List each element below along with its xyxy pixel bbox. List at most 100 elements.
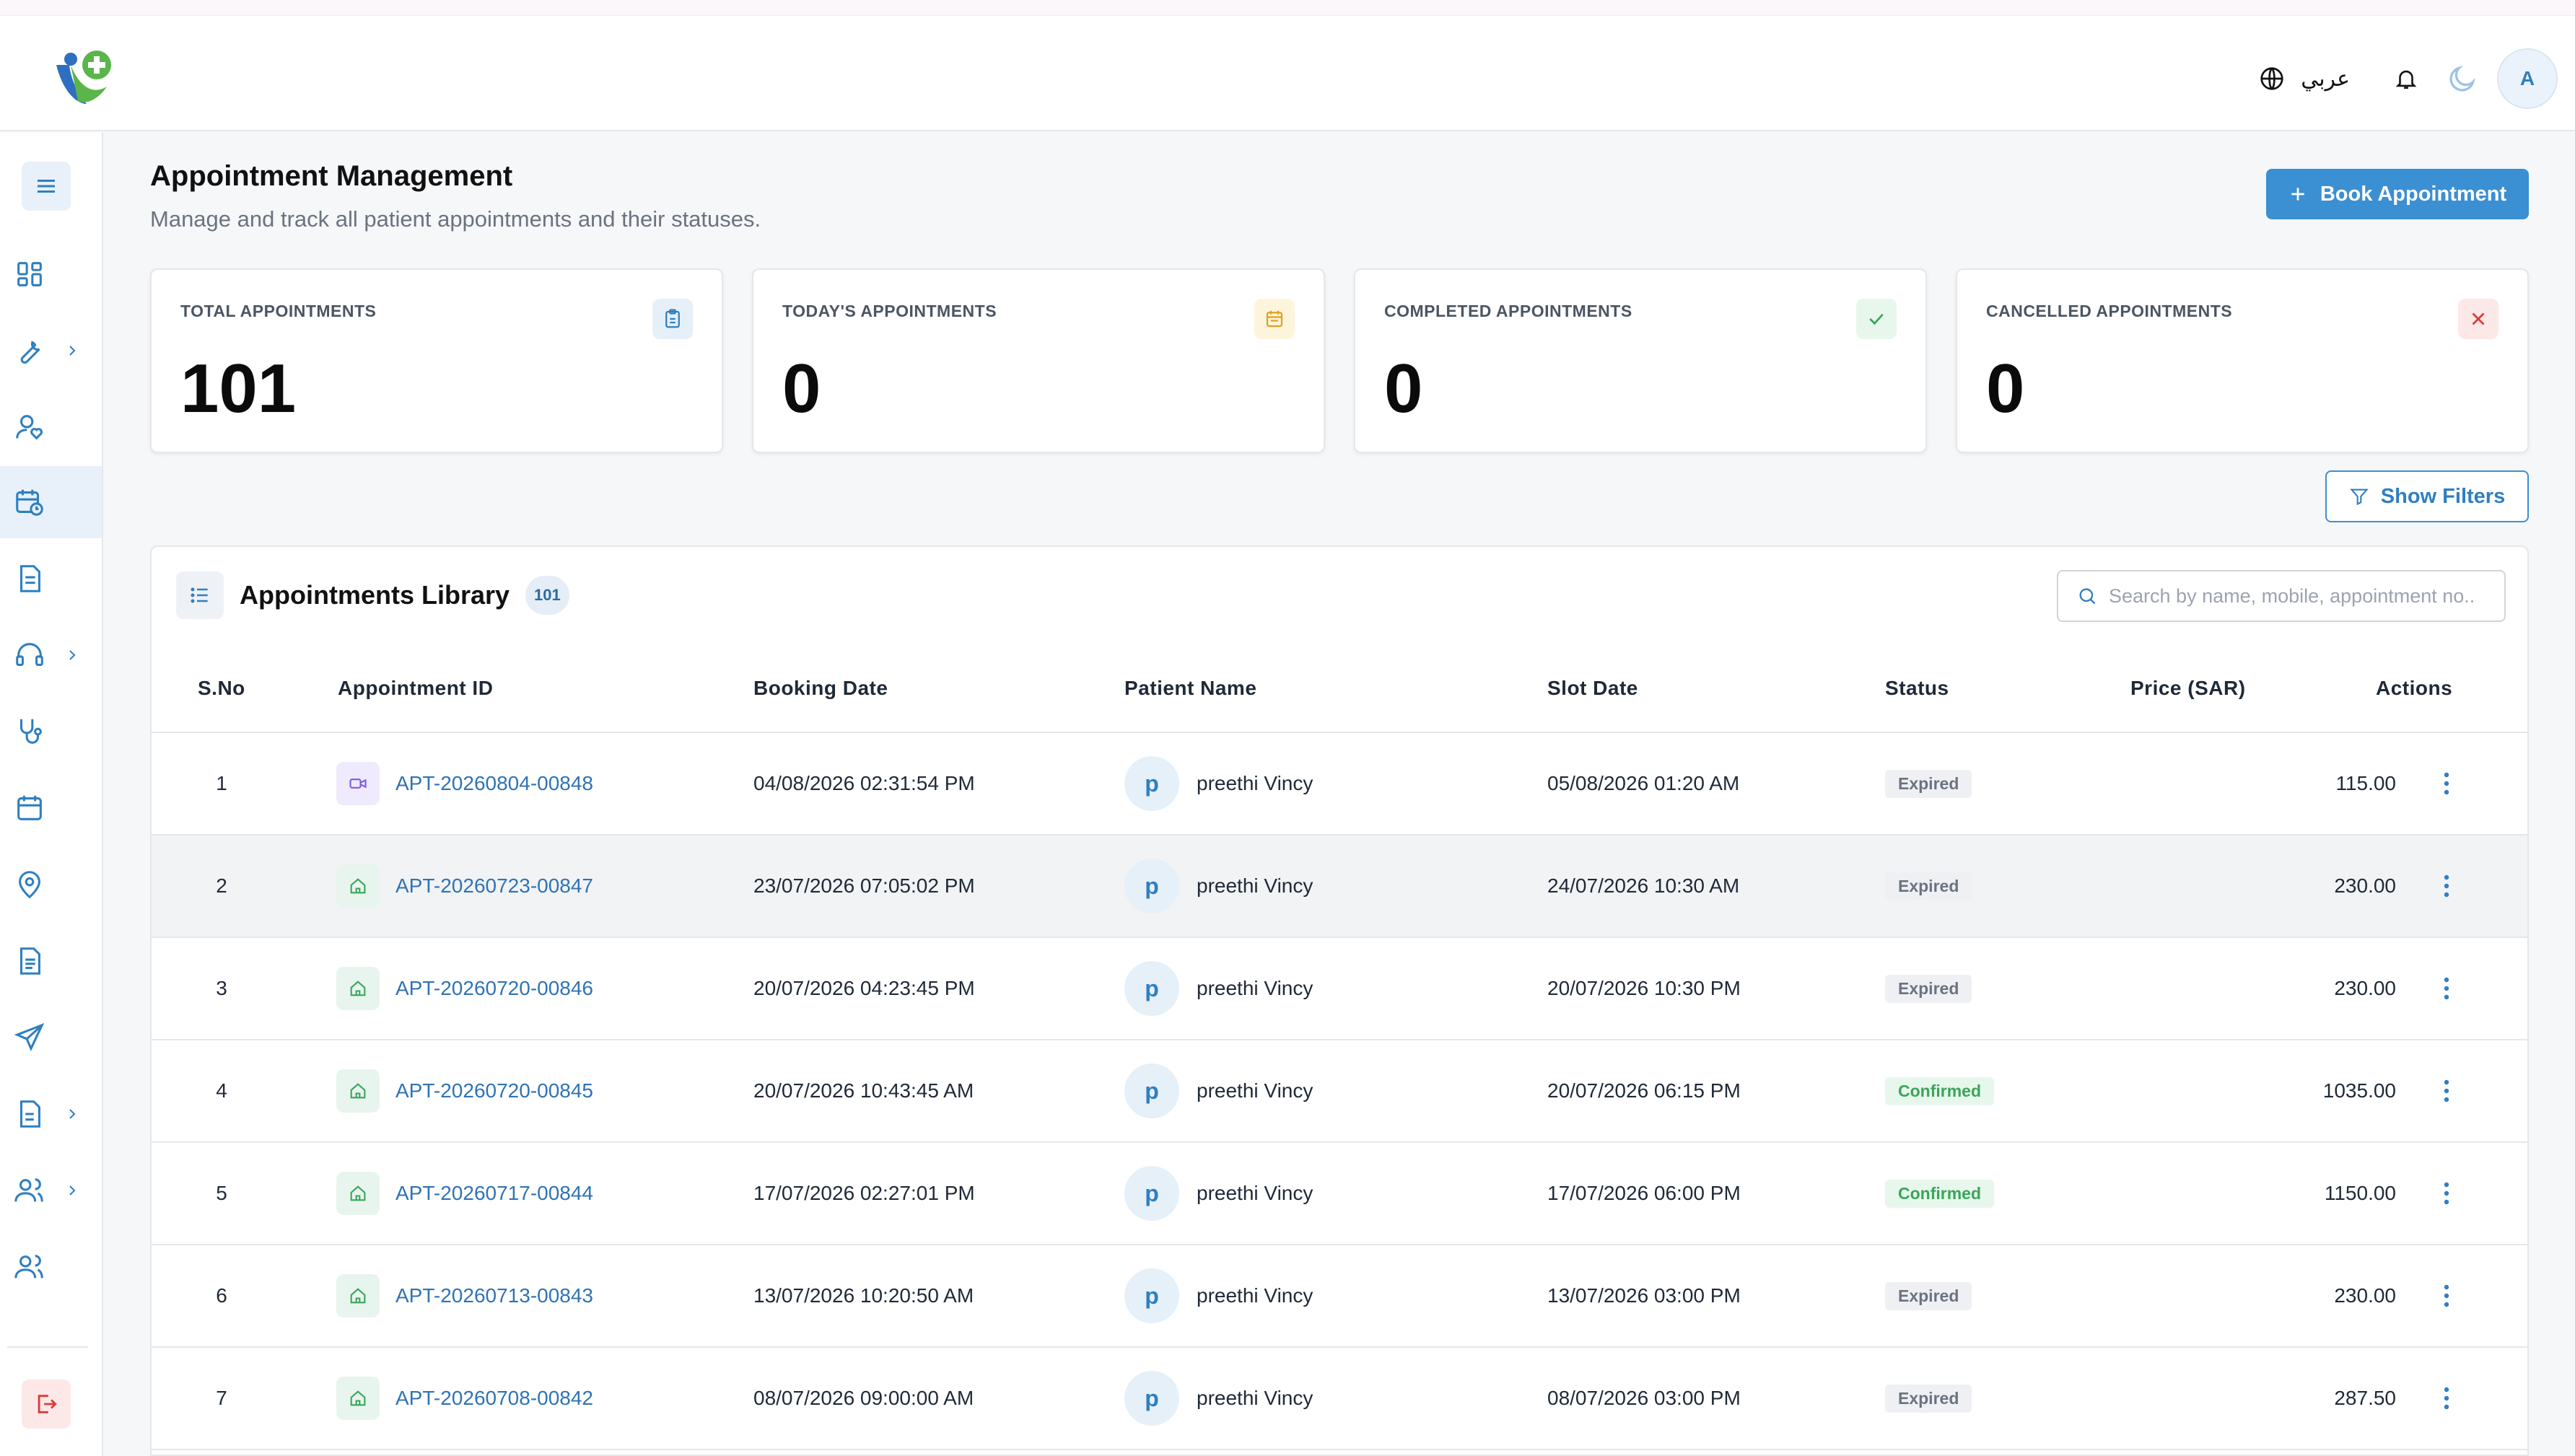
patient-avatar: p	[1124, 961, 1179, 1016]
calendar-clock-icon	[16, 489, 43, 516]
column-header-patient-name[interactable]: Patient Name	[1124, 677, 1257, 699]
sidebar-item-dashboard[interactable]	[0, 238, 102, 310]
sidebar-item-appointments[interactable]	[0, 466, 102, 538]
cell-sno: 2	[216, 874, 227, 897]
user-heart-icon	[16, 415, 43, 440]
library-count-badge: 101	[525, 576, 569, 615]
cell-appointment-id: APT-20260720-00845	[336, 1040, 593, 1141]
sidebar-item-messages[interactable]	[0, 1001, 102, 1074]
row-actions-button[interactable]	[2418, 836, 2475, 937]
column-header-slot-date[interactable]: Slot Date	[1547, 677, 1638, 699]
sidebar-item-users[interactable]	[0, 1154, 102, 1227]
cell-slot-date: 20/07/2026 06:15 PM	[1547, 1079, 1741, 1102]
column-header-sno[interactable]: S.No	[198, 677, 245, 699]
show-filters-button[interactable]: Show Filters	[2325, 470, 2529, 522]
cell-booking-date: 20/07/2026 10:43:45 AM	[753, 1079, 974, 1102]
sidebar-item-locations[interactable]	[0, 848, 102, 921]
table-row[interactable]: 5 APT-20260717-00844 17/07/2026 02:27:01 P…	[152, 1143, 2527, 1245]
cell-status: Expired	[1885, 1245, 1972, 1346]
home-icon	[336, 1172, 380, 1215]
cell-booking-date: 04/08/2026 02:31:54 PM	[753, 772, 975, 794]
appointment-id-link[interactable]: APT-20260713-00843	[395, 1284, 593, 1307]
cell-patient: p preethi Vincy	[1124, 938, 1313, 1039]
row-actions-button[interactable]	[2418, 1348, 2475, 1449]
bell-icon[interactable]	[2390, 63, 2422, 95]
column-header-status[interactable]: Status	[1885, 677, 1949, 699]
list-icon	[176, 571, 224, 619]
sidebar-item-documents[interactable]	[0, 543, 102, 615]
sidebar-item-calendar[interactable]	[0, 772, 102, 844]
cell-price: 1150.00	[2324, 1182, 2396, 1204]
cell-status: Confirmed	[1885, 1040, 1994, 1141]
status-badge: Expired	[1885, 974, 1972, 1003]
patient-avatar: p	[1124, 1064, 1179, 1118]
language-label: عربي	[2301, 66, 2350, 91]
cell-booking-date: 20/07/2026 04:23:45 PM	[753, 977, 975, 999]
row-actions-button[interactable]	[2418, 1245, 2475, 1346]
logout-button[interactable]	[22, 1380, 71, 1429]
appointment-id-link[interactable]: APT-20260723-00847	[395, 874, 593, 897]
cell-price: 287.50	[2334, 1387, 2396, 1409]
cell-slot-date: 17/07/2026 06:00 PM	[1547, 1182, 1741, 1204]
table-row[interactable]: 1 APT-20260804-00848 04/08/2026 02:31:54 P…	[152, 733, 2527, 836]
status-badge: Expired	[1885, 1384, 1972, 1413]
sidebar-item-tools[interactable]	[0, 315, 102, 387]
home-icon	[336, 967, 380, 1010]
row-actions-button[interactable]	[2418, 1040, 2475, 1141]
search-box[interactable]	[2057, 570, 2506, 622]
cell-booking-date: 08/07/2026 09:00:00 AM	[753, 1387, 974, 1409]
moon-icon[interactable]	[2447, 63, 2478, 95]
appointment-id-link[interactable]: APT-20260720-00845	[395, 1079, 593, 1102]
users-icon	[14, 1178, 43, 1202]
patient-avatar: p	[1124, 1268, 1179, 1323]
table-row[interactable]: 4 APT-20260720-00845 20/07/2026 10:43:45 A…	[152, 1040, 2527, 1143]
cell-patient: p preethi Vincy	[1124, 1143, 1313, 1244]
logout-icon	[38, 1395, 57, 1413]
dashboard-icon	[17, 262, 42, 286]
row-actions-button[interactable]	[2418, 1143, 2475, 1244]
app-logo[interactable]	[49, 43, 118, 108]
column-header-appointment-id[interactable]: Appointment ID	[338, 677, 494, 699]
sidebar-item-files[interactable]	[0, 925, 102, 997]
column-header-booking-date[interactable]: Booking Date	[753, 677, 888, 699]
cell-sno: 3	[216, 977, 227, 999]
cell-appointment-id: APT-20260720-00846	[336, 938, 593, 1039]
book-appointment-button[interactable]: Book Appointment	[2266, 169, 2529, 219]
appointment-id-link[interactable]: APT-20260804-00848	[395, 772, 593, 794]
user-avatar[interactable]: A	[2497, 48, 2558, 109]
stat-label: COMPLETED APPOINTMENTS	[1384, 302, 1632, 320]
send-icon	[14, 1022, 45, 1052]
cell-price: 230.00	[2334, 977, 2396, 999]
sidebar-item-reports[interactable]	[0, 1078, 102, 1150]
appointment-id-link[interactable]: APT-20260708-00842	[395, 1387, 593, 1409]
search-input[interactable]	[2109, 584, 2499, 608]
appointments-library: Appointments Library 101 S.No Appointmen…	[150, 545, 2529, 1456]
globe-icon	[2256, 63, 2288, 95]
language-switch[interactable]: عربي	[2256, 63, 2350, 95]
plus-icon	[2291, 188, 2304, 201]
browser-top-strip	[0, 0, 2575, 16]
table-row[interactable]: 2 APT-20260723-00847 23/07/2026 07:05:02 P…	[152, 836, 2527, 938]
more-vertical-icon	[2444, 1284, 2449, 1307]
more-vertical-icon	[2444, 1079, 2449, 1102]
stat-card-completed: COMPLETED APPOINTMENTS 0	[1354, 268, 1927, 453]
sidebar-item-support[interactable]	[0, 619, 102, 691]
sidebar-item-team[interactable]	[0, 1231, 102, 1303]
sidebar-item-patients[interactable]	[0, 391, 102, 463]
x-icon	[2458, 299, 2499, 339]
patient-name: preethi Vincy	[1197, 1284, 1313, 1307]
table-row[interactable]: 7 APT-20260708-00842 08/07/2026 09:00:00 A…	[152, 1348, 2527, 1450]
appointment-id-link[interactable]: APT-20260720-00846	[395, 977, 593, 999]
appointment-id-link[interactable]: APT-20260717-00844	[395, 1182, 593, 1204]
calendar-icon	[1254, 299, 1295, 339]
menu-toggle-button[interactable]	[22, 162, 71, 211]
patient-name: preethi Vincy	[1197, 1079, 1313, 1102]
table-row[interactable]: 6 APT-20260713-00843 13/07/2026 10:20:50 A…	[152, 1245, 2527, 1348]
row-actions-button[interactable]	[2418, 733, 2475, 834]
table-body: 1 APT-20260804-00848 04/08/2026 02:31:54 P…	[152, 733, 2527, 1450]
row-actions-button[interactable]	[2418, 938, 2475, 1039]
cell-patient: p preethi Vincy	[1124, 1040, 1313, 1141]
table-row[interactable]: 3 APT-20260720-00846 20/07/2026 04:23:45 P…	[152, 938, 2527, 1040]
column-header-price[interactable]: Price (SAR)	[2130, 677, 2246, 699]
sidebar-item-doctors[interactable]	[0, 696, 102, 768]
